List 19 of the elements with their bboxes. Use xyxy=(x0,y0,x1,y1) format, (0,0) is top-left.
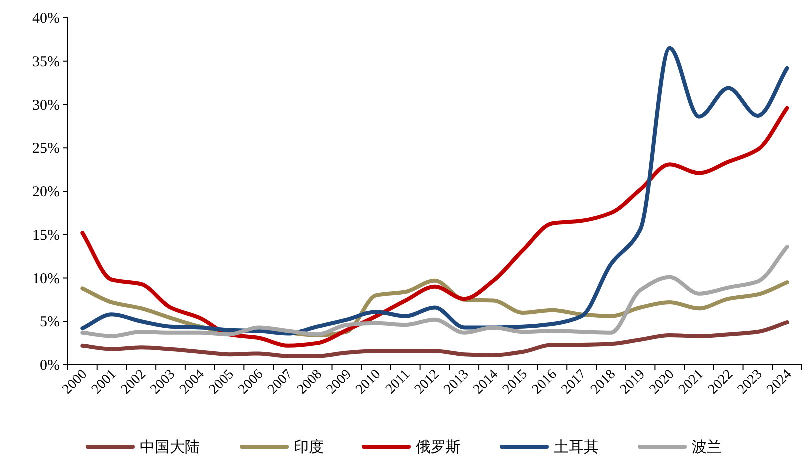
legend-label: 俄罗斯 xyxy=(416,438,461,456)
y-tick-label: 5% xyxy=(40,314,60,331)
y-tick-label: 25% xyxy=(32,141,60,158)
legend-label: 土耳其 xyxy=(554,438,599,456)
y-tick-label: 30% xyxy=(32,98,60,114)
y-tick-label: 15% xyxy=(32,228,60,244)
y-tick-label: 20% xyxy=(32,184,60,200)
line-series xyxy=(80,106,790,348)
x-tick-label: 2011 xyxy=(383,367,414,398)
line-series xyxy=(80,320,790,358)
legend-label: 波兰 xyxy=(692,438,722,456)
line-series xyxy=(80,46,790,336)
line-series xyxy=(80,245,790,338)
y-tick-label: 40% xyxy=(32,11,60,27)
legend-label: 中国大陆 xyxy=(140,438,200,456)
legend-label: 印度 xyxy=(294,438,324,456)
y-tick-label: 10% xyxy=(32,271,60,288)
y-tick-label: 35% xyxy=(32,54,60,70)
y-tick-label: 0% xyxy=(40,358,60,374)
